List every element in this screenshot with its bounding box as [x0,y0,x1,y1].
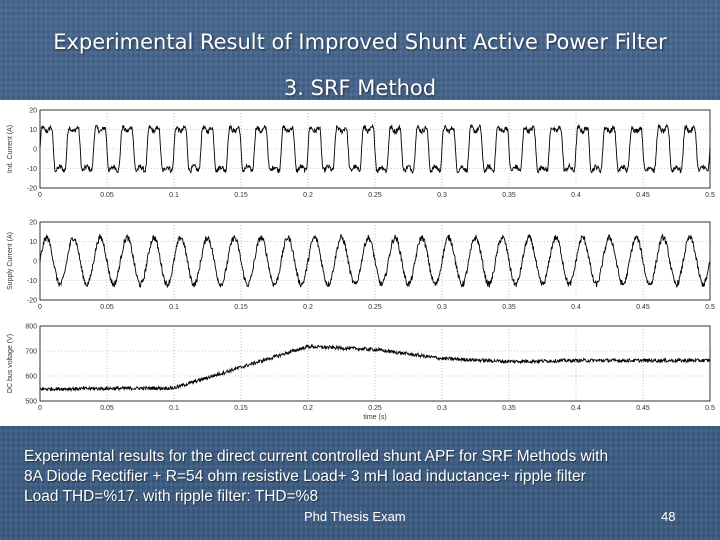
footer-label: Phd Thesis Exam [304,509,406,524]
slide-subtitle: 3. SRF Method [283,76,437,100]
x-tick-label: 0.3 [437,405,447,412]
x-tick-label: 0.15 [234,405,248,412]
x-tick-label: 0.5 [705,192,715,199]
x-tick-label: 0 [38,192,42,199]
caption-line-1: Experimental results for the direct curr… [24,448,609,465]
y-tick-label: 800 [25,324,37,331]
x-tick-label: 0.05 [100,405,114,412]
plot-panel-3: 0 0.05 0.1 0.15 0.2 0.25 0.3 0.35 0.4 0.45 0.5 800 7… [7,324,715,422]
x-tick-label: 0.1 [169,192,179,199]
plot-panel-2: 0 0.05 0.1 0.15 0.2 0.25 0.3 0.35 0.4 0.45 0.5 20 10… [7,220,715,312]
x-tick-label: 0.35 [502,192,516,199]
y-axis-label: Supply Current (A) [7,232,14,290]
x-tick-label: 0.5 [705,304,715,311]
figure-panel: 0 0.05 0.1 0.15 0.2 0.25 0.3 0.35 0.4 0.45 0.5 20 10… [0,100,720,426]
y-tick-label: 10 [29,127,37,134]
x-tick-label: 0.45 [636,405,650,412]
x-tick-label: 0.3 [437,304,447,311]
slide-caption: Experimental results for the direct curr… [24,447,714,507]
x-tick-label: 0.05 [100,192,114,199]
x-tick-label: 0.2 [303,304,313,311]
x-tick-label: 0.4 [571,192,581,199]
y-axis-label: Ind. Current (A) [7,125,14,173]
x-tick-label: 0.4 [571,405,581,412]
y-tick-label: -10 [27,166,37,173]
x-tick-label: 0.05 [100,304,114,311]
x-tick-label: 0.2 [303,405,313,412]
x-tick-label: 0 [38,405,42,412]
x-tick-label: 0.35 [502,304,516,311]
signal-trace [39,343,711,393]
slide-title: Experimental Result of Improved Shunt Ac… [53,30,667,54]
y-axis-label: DC bus voltage (V) [7,334,14,393]
y-tick-label: 500 [25,399,37,406]
plot-panel-1: 0 0.05 0.1 0.15 0.2 0.25 0.3 0.35 0.4 0.45 0.5 20 10… [7,108,715,200]
waveform-figure: 0 0.05 0.1 0.15 0.2 0.25 0.3 0.35 0.4 0.45 0.5 20 10… [7,108,715,422]
y-tick-label: 0 [33,147,37,154]
x-tick-label: 0.1 [169,304,179,311]
x-tick-label: 0.25 [368,405,382,412]
y-tick-label: 20 [29,108,37,115]
x-axis-label: time (s) [363,414,386,421]
y-tick-label: 20 [29,220,37,227]
y-tick-label: 0 [33,259,37,266]
y-tick-label: -20 [27,186,37,193]
x-tick-label: 0.4 [571,304,581,311]
signal-trace [39,123,711,174]
x-tick-label: 0.25 [368,192,382,199]
y-tick-label: 600 [25,374,37,381]
x-tick-label: 0.35 [502,405,516,412]
y-tick-label: -10 [27,278,37,285]
x-tick-label: 0.15 [234,304,248,311]
x-tick-label: 0.25 [368,304,382,311]
y-tick-label: 10 [29,239,37,246]
x-tick-label: 0.45 [636,304,650,311]
x-tick-label: 0 [38,304,42,311]
x-tick-label: 0.2 [303,192,313,199]
x-tick-label: 0.45 [636,192,650,199]
x-tick-label: 0.5 [705,405,715,412]
x-tick-label: 0.1 [169,405,179,412]
x-tick-label: 0.3 [437,192,447,199]
y-tick-label: -20 [27,298,37,305]
caption-line-2: 8A Diode Rectifier + R=54 ohm resistive … [24,468,586,485]
caption-line-3: Load THD=%17. with ripple filter: THD=%8 [24,488,319,505]
signal-trace [39,233,711,289]
x-tick-label: 0.15 [234,192,248,199]
y-tick-label: 700 [25,349,37,356]
page-number: 48 [661,509,676,524]
